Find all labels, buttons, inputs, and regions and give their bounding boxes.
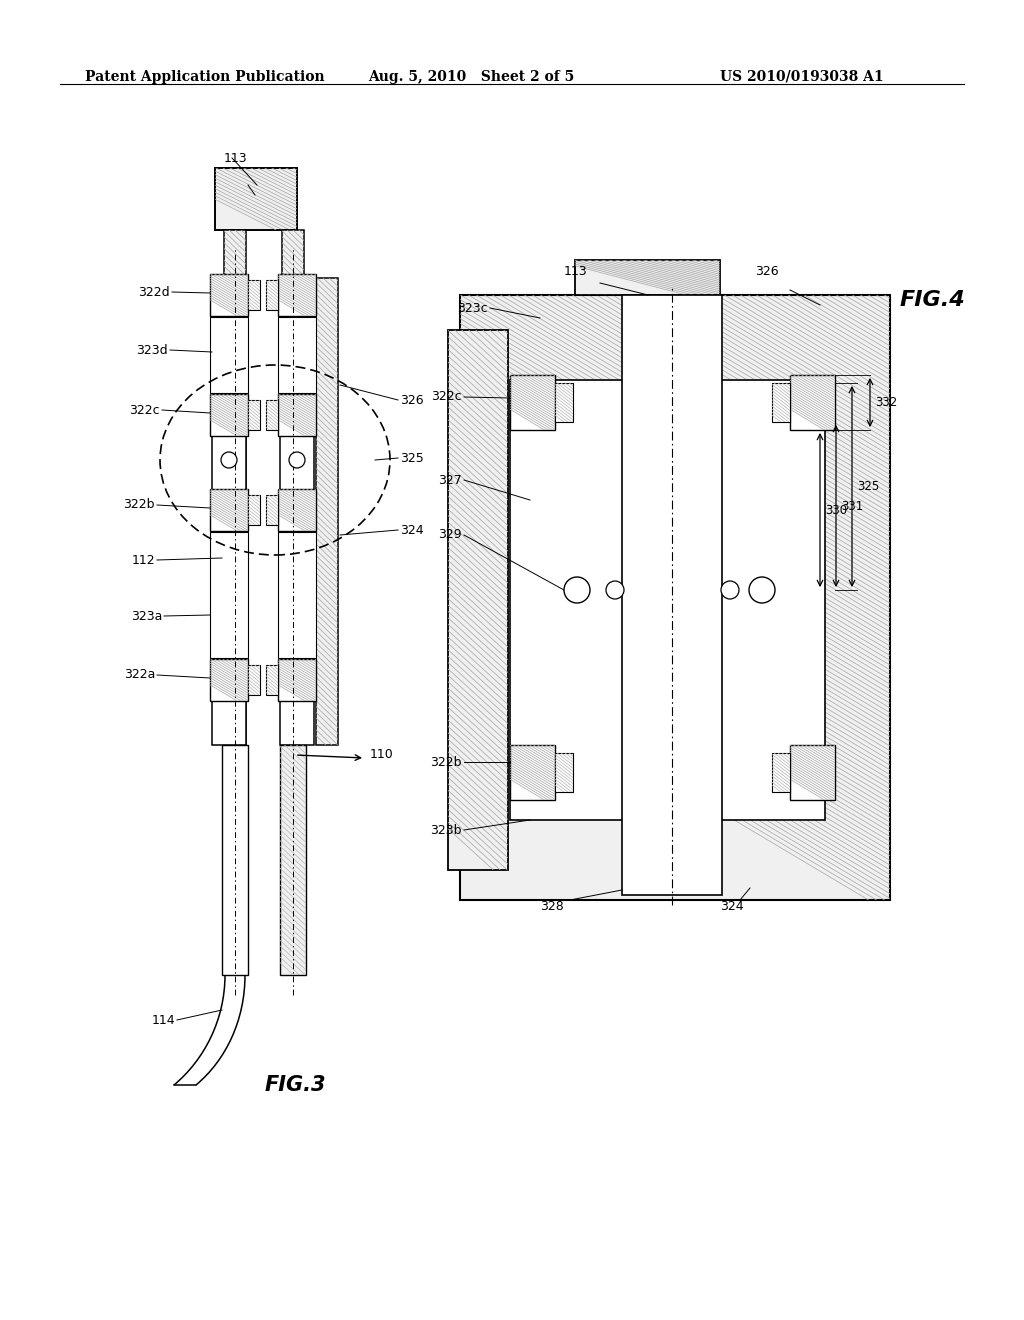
Text: US 2010/0193038 A1: US 2010/0193038 A1 [720, 70, 884, 84]
Text: 113: 113 [223, 152, 247, 165]
Circle shape [564, 577, 590, 603]
Text: 330: 330 [825, 503, 847, 516]
Bar [555, 383, 573, 422]
Bar [210, 659, 248, 701]
Text: 322d: 322d [138, 285, 170, 298]
Bar [210, 393, 248, 436]
Bar [790, 744, 835, 800]
Circle shape [221, 451, 237, 469]
Bar [280, 744, 306, 975]
Text: 323a: 323a [131, 610, 162, 623]
Text: 326: 326 [400, 393, 424, 407]
Bar [210, 317, 248, 393]
Text: 332: 332 [874, 396, 897, 409]
Text: 114: 114 [152, 1014, 175, 1027]
Bar [248, 495, 260, 525]
Bar [248, 400, 260, 430]
Text: FIG.4: FIG.4 [900, 290, 966, 310]
Text: 329: 329 [438, 528, 462, 541]
Text: 324: 324 [720, 900, 743, 913]
Text: 110: 110 [370, 748, 394, 762]
Text: 112: 112 [131, 553, 155, 566]
Bar [790, 375, 835, 430]
Bar [210, 488, 248, 531]
Bar [266, 280, 278, 310]
Bar [215, 168, 297, 230]
Bar [316, 279, 338, 744]
Bar [278, 317, 316, 393]
Text: 322b: 322b [430, 755, 462, 768]
Bar [622, 294, 722, 895]
Bar [575, 260, 720, 294]
Circle shape [749, 577, 775, 603]
Bar [248, 280, 260, 310]
Text: Aug. 5, 2010   Sheet 2 of 5: Aug. 5, 2010 Sheet 2 of 5 [368, 70, 574, 84]
Text: 327: 327 [438, 474, 462, 487]
Bar [510, 744, 555, 800]
Bar [278, 393, 316, 436]
Bar [212, 279, 246, 744]
Text: 322a: 322a [124, 668, 155, 681]
Bar [248, 665, 260, 696]
Text: FIG.3: FIG.3 [264, 1074, 326, 1096]
Bar [449, 330, 508, 870]
Bar [266, 400, 278, 430]
Text: 322b: 322b [124, 499, 155, 511]
Bar [266, 665, 278, 696]
Bar [555, 752, 573, 792]
Text: 323d: 323d [136, 343, 168, 356]
Text: 325: 325 [400, 451, 424, 465]
Text: 323c: 323c [458, 301, 488, 314]
Text: 328: 328 [540, 900, 564, 913]
Bar [222, 744, 248, 975]
Bar [278, 488, 316, 531]
Bar [280, 279, 314, 744]
Bar [266, 495, 278, 525]
Bar [278, 275, 316, 315]
Bar [772, 752, 790, 792]
Bar [772, 383, 790, 422]
Bar [282, 230, 304, 975]
Bar [224, 230, 246, 975]
Text: 326: 326 [755, 265, 778, 279]
Text: 322c: 322c [431, 391, 462, 404]
Text: 331: 331 [841, 499, 863, 512]
Text: Patent Application Publication: Patent Application Publication [85, 70, 325, 84]
Circle shape [289, 451, 305, 469]
Bar [460, 294, 890, 900]
Bar [278, 659, 316, 701]
Text: 322c: 322c [129, 404, 160, 417]
Text: 324: 324 [400, 524, 424, 536]
Bar [510, 375, 555, 430]
Bar [510, 380, 825, 820]
Bar [278, 532, 316, 657]
Circle shape [606, 581, 624, 599]
Text: 113: 113 [563, 265, 587, 279]
Circle shape [721, 581, 739, 599]
Bar [210, 275, 248, 315]
Text: 325: 325 [857, 480, 880, 492]
Text: 323b: 323b [430, 824, 462, 837]
Bar [210, 532, 248, 657]
